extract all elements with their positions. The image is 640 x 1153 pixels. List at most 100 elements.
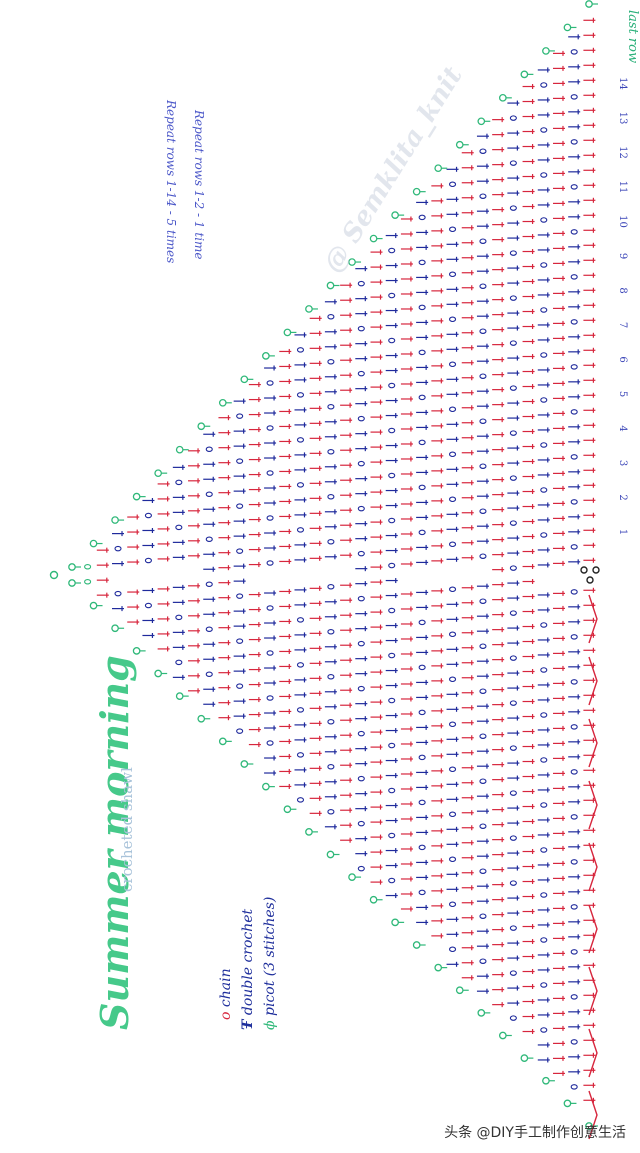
picot-stitch: [369, 895, 378, 904]
picot-stitch: [563, 1099, 572, 1108]
row-number: 14: [617, 77, 628, 90]
chain-stitch: [479, 373, 487, 379]
picot-stitch: [89, 601, 98, 610]
picot-stitch: [542, 47, 550, 55]
chain-stitch: [570, 904, 578, 910]
picot-stitch: [477, 117, 486, 126]
double-crochet-symbol-icon: Ŧ: [240, 1019, 256, 1030]
chain-stitch: [205, 446, 213, 452]
chain-stitch: [114, 590, 122, 597]
repeat-note-2: Repeat rows 1-2 - 1 time: [192, 110, 206, 260]
chain-stitch: [540, 397, 548, 403]
chain-stitch: [296, 437, 305, 443]
chain-stitch: [540, 532, 548, 538]
chain-stitch: [479, 193, 487, 199]
chain-stitch: [327, 359, 335, 365]
chain-stitch: [388, 562, 396, 569]
chain-stitch: [296, 347, 305, 353]
chain-stitch: [266, 515, 274, 521]
chain-stitch: [540, 127, 548, 133]
chain-stitch: [540, 847, 548, 853]
stitch-row: [476, 133, 489, 994]
chain-stitch: [357, 820, 365, 827]
chain-stitch: [388, 517, 396, 524]
apex-picot: [49, 570, 59, 580]
chain-stitch: [175, 614, 183, 621]
chain-stitch: [175, 479, 183, 486]
chain-stitch: [266, 560, 274, 566]
chain-stitch: [448, 856, 457, 863]
legend-picot: ϕ picot (3 stitches): [262, 897, 278, 1030]
picot-stitch: [68, 563, 76, 571]
chain-stitch: [570, 589, 578, 595]
chain-stitch: [509, 745, 517, 751]
base-chain: [588, 656, 598, 706]
chain-stitch: [448, 811, 457, 818]
chain-stitch: [448, 631, 457, 638]
chain-stitch: [448, 721, 457, 728]
chain-stitch: [540, 802, 548, 808]
picot-symbol-icon: ϕ: [262, 1020, 278, 1030]
chain-stitch: [479, 823, 487, 829]
stitch-row: [507, 100, 520, 1021]
chain-stitch: [266, 740, 274, 746]
chain-stitch: [479, 553, 487, 559]
chain-stitch: [540, 307, 548, 313]
chain-stitch: [388, 427, 396, 434]
stitch-row: [522, 84, 535, 1035]
chain-stitch: [327, 809, 335, 815]
chain-stitch: [509, 790, 517, 796]
picot-stitch: [89, 539, 98, 548]
chain-stitch: [327, 584, 335, 590]
chain-stitch: [509, 925, 517, 931]
chain-stitch: [509, 475, 517, 481]
picot-stitch: [283, 805, 292, 814]
chain-stitch: [266, 425, 274, 431]
legend-double-crochet-label: double crochet: [240, 908, 256, 1016]
stitch-row: [400, 216, 413, 912]
chain-stitch: [570, 319, 578, 325]
chain-stitch: [388, 382, 396, 389]
chain-stitch: [357, 775, 365, 782]
chain-stitch: [509, 835, 517, 841]
picot-stitch: [68, 579, 76, 587]
row-number: 6: [617, 356, 628, 362]
chain-stitch: [448, 406, 457, 413]
picot-stitch: [455, 986, 464, 995]
chain-stitch: [327, 719, 335, 725]
chain-stitch: [418, 349, 426, 356]
base-chain: [588, 1090, 598, 1140]
stitch-row: [309, 315, 322, 816]
chain-stitch: [327, 539, 335, 545]
picot-stitch: [154, 469, 163, 478]
chain-stitch: [388, 742, 396, 749]
chain-stitch: [236, 683, 244, 689]
chain-stitch: [479, 238, 487, 244]
chain-stitch: [509, 1015, 517, 1021]
chain-stitch: [418, 529, 426, 536]
picot-stitch: [412, 941, 421, 949]
stitch-row: [446, 166, 459, 967]
chain-stitch: [570, 364, 578, 370]
chain-stitch: [236, 593, 244, 599]
stitch-row: [385, 233, 398, 899]
chain-stitch: [509, 250, 517, 256]
chain-stitch: [570, 679, 578, 685]
chain-stitch: [296, 392, 305, 398]
picot-stitch: [175, 445, 184, 454]
chain-stitch: [357, 280, 365, 287]
chain-stitch: [570, 409, 578, 415]
chain-stitch: [327, 629, 335, 635]
row-number: 2: [617, 494, 628, 500]
picot-stitch: [498, 1031, 507, 1040]
chain-stitch: [570, 544, 578, 550]
picot-stitch: [111, 624, 119, 633]
chain-stitch: [296, 617, 305, 623]
picot-stitch: [348, 873, 356, 881]
stitch-row: [431, 183, 444, 939]
chain-stitch: [418, 214, 426, 221]
picot-stitch: [154, 669, 163, 678]
picot-stitch: [305, 305, 313, 313]
chain-stitch: [570, 94, 578, 100]
